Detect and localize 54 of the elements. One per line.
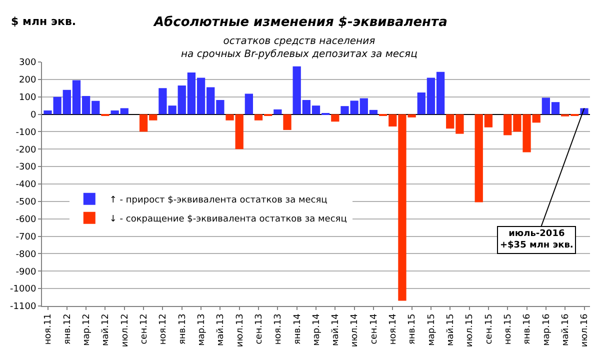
y-tick-label: -700 [16, 232, 36, 242]
bar [331, 114, 340, 122]
x-tick-label: мар.16 [542, 313, 552, 346]
x-tick-label: ноя.14 [388, 313, 399, 345]
y-tick-label: -800 [16, 250, 36, 260]
annotation: июль-2016 +$35 млн экв. [500, 229, 574, 251]
x-tick-label: май.13 [216, 314, 226, 346]
x-tick-label: июл.14 [350, 313, 360, 348]
x-tick-label: ноя.13 [274, 314, 284, 345]
x-tick-label: янв.14 [292, 313, 303, 345]
y-tick-label: 300 [19, 58, 36, 68]
bar [244, 94, 254, 114]
y-tick-label: -300 [16, 162, 36, 173]
y-tick-label: 0 [30, 110, 36, 120]
y-tick-label: 200 [19, 76, 36, 86]
y-tick-label: -400 [16, 180, 36, 190]
chart-subtitle: остатков средств населения на срочных Br-рублевых депозитах за месяц [181, 36, 418, 60]
x-tick-label: янв.13 [178, 314, 188, 345]
y-tick-label: 100 [19, 93, 36, 104]
y-tick-label: -200 [16, 145, 36, 156]
x-tick-label: мар.14 [312, 313, 322, 346]
x-tick-label: ноя.12 [158, 314, 169, 345]
x-tick-label: сен.12 [139, 314, 150, 344]
x-tick-label: июл.13 [235, 314, 246, 348]
x-tick-label: сен.13 [254, 314, 264, 344]
y-tick-label: -1000 [10, 284, 36, 295]
y-axis-title: $ млн экв. [11, 15, 76, 28]
x-tick-label: сен.15 [484, 314, 494, 344]
x-tick-label: янв.15 [408, 314, 418, 345]
x-tick-label: июл.12 [120, 314, 130, 348]
y-tick-label: -1100 [10, 302, 36, 312]
x-tick-label: янв.16 [522, 313, 533, 345]
x-tick-label: май.16 [561, 313, 572, 346]
chart-title: Абсолютные изменения $-эквивалента [153, 15, 448, 30]
y-tick-label: -100 [16, 128, 36, 138]
x-tick-label: мар.12 [82, 314, 92, 346]
x-tick-label: ноя.11 [44, 314, 54, 345]
y-tick-label: -900 [16, 267, 36, 278]
bar [274, 109, 282, 114]
x-tick-label: сен.14 [369, 313, 380, 344]
x-tick-label: июл.16 [580, 313, 590, 348]
legend-label: ↑ - прирост $-эквивалента остатков за месяц [109, 195, 328, 206]
x-tick-label: ноя.15 [504, 314, 514, 345]
x-tick-label: янв.12 [62, 314, 73, 345]
x-tick-label: мар.15 [426, 314, 437, 346]
x-tick-label: мар.13 [196, 314, 207, 346]
y-tick-label: -500 [16, 198, 36, 208]
legend-label: ↓ - сокращение $-эквивалента остатков за месяц [109, 214, 347, 224]
x-tick-label: июл.15 [465, 314, 476, 348]
bar [283, 114, 292, 130]
x-tick-label: май.14 [331, 313, 342, 346]
y-tick-label: -600 [16, 215, 36, 226]
x-tick-label: май.15 [446, 314, 456, 346]
x-tick-label: май.12 [101, 314, 112, 346]
